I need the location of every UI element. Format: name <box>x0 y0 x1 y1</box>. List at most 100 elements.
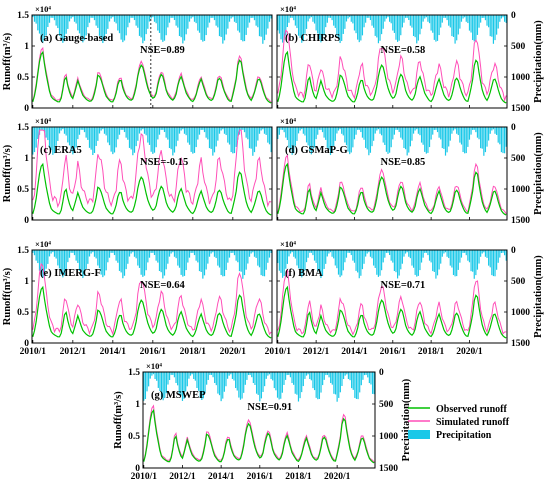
precip-bar <box>212 250 214 253</box>
precip-bar <box>168 250 171 257</box>
panel-frame <box>142 371 376 469</box>
precip-bar <box>288 127 290 148</box>
precip-bar <box>150 127 152 152</box>
precip-bar <box>309 250 311 253</box>
precip-bar <box>449 127 451 141</box>
precip-bar <box>432 250 434 272</box>
precip-bar <box>491 250 493 276</box>
precip-bar <box>323 250 325 269</box>
precip-bar <box>377 127 380 130</box>
precip-bar <box>257 127 259 141</box>
precip-tick-label: 1000 <box>379 432 398 442</box>
precip-bar <box>353 15 356 31</box>
precip-bar <box>252 15 254 18</box>
precip-bar <box>220 372 222 402</box>
runoff-axis-label: Runoff(m³/s) <box>2 32 13 90</box>
precip-bar <box>284 372 287 380</box>
precip-bar <box>195 15 197 24</box>
precip-bar <box>92 127 94 156</box>
precip-bar <box>268 127 271 145</box>
precip-bar <box>432 15 434 33</box>
runoff-axis-label: Runoff(m³/s) <box>2 144 13 202</box>
precip-bar <box>193 15 196 22</box>
precip-bar <box>475 15 477 42</box>
precip-bar <box>185 250 187 271</box>
precip-tick-label: 0 <box>511 11 516 21</box>
precip-bar <box>257 250 259 266</box>
precip-bar <box>288 15 290 23</box>
precip-bar <box>190 250 192 253</box>
precip-bar <box>47 127 49 141</box>
precip-bar <box>127 15 129 28</box>
precip-bar <box>289 15 292 18</box>
precip-tick-label: 1000 <box>511 185 530 195</box>
precip-bar <box>38 15 41 34</box>
precip-bar <box>190 15 192 19</box>
precip-bar <box>138 15 141 36</box>
precip-bar <box>443 15 445 18</box>
precip-bar <box>103 250 106 276</box>
precip-bar <box>98 15 101 36</box>
precip-bar <box>165 250 167 270</box>
precip-bar <box>92 15 94 18</box>
precip-bar <box>342 15 344 34</box>
precip-bar <box>373 127 375 141</box>
precip-bar <box>107 127 109 143</box>
precip-bar <box>237 250 239 263</box>
precip-bar <box>448 127 450 147</box>
precip-bar <box>193 127 196 153</box>
precip-bar <box>293 15 295 21</box>
precip-bar <box>85 250 87 269</box>
precip-bar <box>323 372 325 380</box>
runoff-tick-label: 1 <box>24 277 29 287</box>
precip-bar <box>365 15 367 23</box>
precip-bar <box>304 250 306 271</box>
precip-bar <box>285 127 287 138</box>
precip-bar <box>454 250 456 277</box>
precip-bar <box>172 15 174 18</box>
precip-bar <box>180 15 182 38</box>
precip-bar <box>500 250 503 253</box>
precip-bar <box>420 127 423 143</box>
precip-bar <box>344 127 346 143</box>
precip-bar <box>390 250 392 261</box>
precip-bar <box>309 127 311 152</box>
runoff-tick-label: 0.5 <box>17 73 29 83</box>
precip-axis-label: Precipitation(mm) <box>533 255 544 338</box>
precip-bar <box>188 250 191 258</box>
precip-bar <box>247 250 249 264</box>
precip-bar <box>381 15 383 35</box>
panel-5: 0 0.5 1 1.5 2010/1 2012/1 2014/1 2016/1 2018/1 20… <box>2 239 273 357</box>
precip-bar <box>368 372 370 384</box>
precip-bar <box>428 250 431 261</box>
precip-bar <box>199 372 201 398</box>
precip-bar <box>467 15 469 24</box>
precip-bar <box>320 127 322 130</box>
precip-bar <box>339 250 341 278</box>
precip-bar <box>347 127 349 152</box>
precip-bar <box>110 127 112 152</box>
precip-bar <box>153 15 156 22</box>
precip-bar <box>202 250 204 279</box>
precip-bar <box>236 372 238 391</box>
precip-bar <box>198 15 201 33</box>
precip-bar <box>398 127 400 133</box>
precip-bar <box>187 127 189 143</box>
precip-bar <box>182 15 184 44</box>
precip-bar <box>464 250 466 253</box>
precip-bar <box>135 127 137 147</box>
precip-bar <box>52 15 54 18</box>
precip-bar <box>296 372 298 395</box>
legend-swatch-precipitation <box>408 430 430 439</box>
precip-bar <box>265 250 267 270</box>
precip-bar <box>231 372 234 379</box>
precip-bar <box>215 127 217 147</box>
precip-bar <box>190 127 192 152</box>
precip-bar <box>385 250 388 253</box>
precip-bar <box>328 15 330 18</box>
precip-bar <box>57 15 59 29</box>
precip-bar <box>155 127 157 148</box>
precip-bar <box>452 15 455 37</box>
precip-bar <box>88 250 91 257</box>
precip-bar <box>387 15 389 18</box>
